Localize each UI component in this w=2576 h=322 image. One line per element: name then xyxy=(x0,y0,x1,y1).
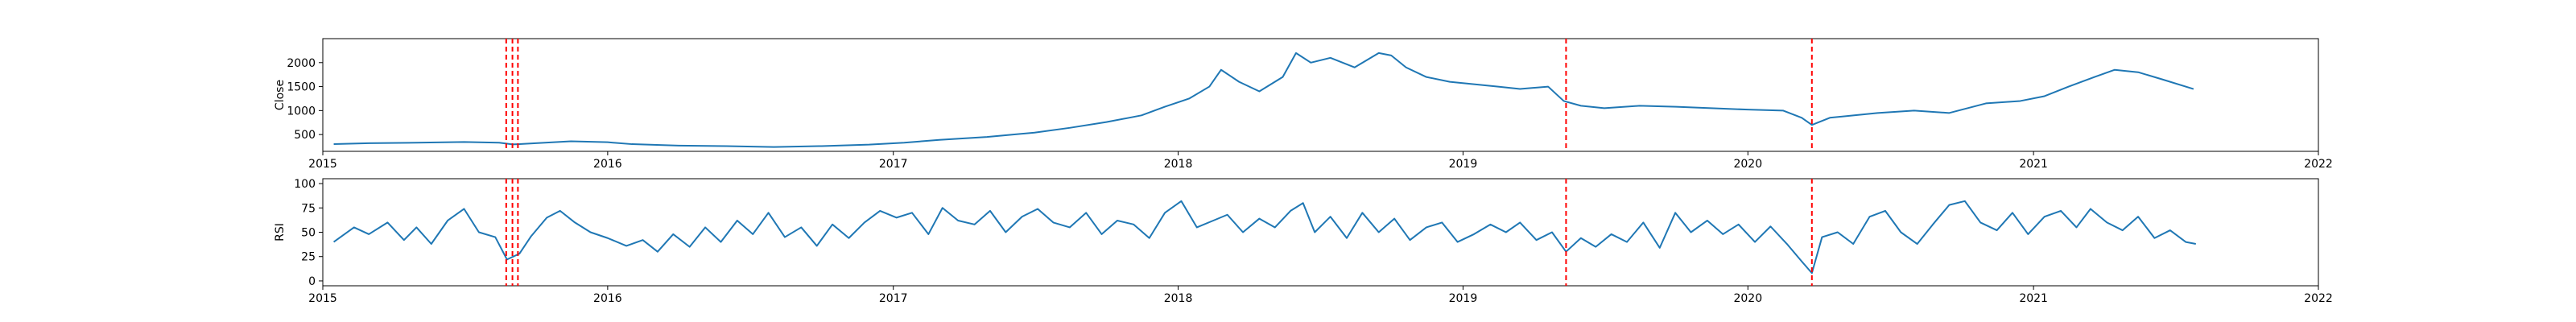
close-x-tick-label-2016: 2016 xyxy=(593,158,622,171)
rsi-x-tick-label-2019: 2019 xyxy=(1449,292,1478,305)
rsi-x-tick-label-2016: 2016 xyxy=(593,292,622,305)
close-x-tick-label-2022: 2022 xyxy=(2304,158,2333,171)
close-price-panel: 2015 2016 2017 2018 2019 2020 2021 2022 500 1000 1… xyxy=(274,38,2333,171)
close-y-tick-label-2000: 2000 xyxy=(287,57,316,70)
close-x-tick-label-2021: 2021 xyxy=(2019,158,2048,171)
rsi-y-tick-label-0: 0 xyxy=(308,275,316,288)
rsi-x-tick-label-2015: 2015 xyxy=(308,292,337,305)
rsi-x-tick-label-2022: 2022 xyxy=(2304,292,2333,305)
close-y-tick-label-1000: 1000 xyxy=(287,105,316,118)
close-x-tick-label-2019: 2019 xyxy=(1449,158,1478,171)
close-x-tick-label-2017: 2017 xyxy=(879,158,908,171)
close-series-line-0 xyxy=(333,52,2194,148)
rsi-series-line-0 xyxy=(332,200,2196,275)
rsi-panel: 2015 2016 2017 2018 2019 2020 2021 2022 0 25 50 75 1… xyxy=(274,178,2333,305)
close-axes-frame xyxy=(322,38,2319,152)
rsi-y-tick-label-75: 75 xyxy=(301,202,316,215)
rsi-y-tick-label-100: 100 xyxy=(294,178,316,191)
close-x-tick-label-2018: 2018 xyxy=(1164,158,1193,171)
rsi-x-tick-label-2018: 2018 xyxy=(1164,292,1193,305)
rsi-y-tick-label-50: 50 xyxy=(301,227,316,240)
close-x-tick-label-2020: 2020 xyxy=(1733,158,1762,171)
rsi-x-tick-label-2021: 2021 xyxy=(2019,292,2048,305)
close-y-tick-label-1500: 1500 xyxy=(287,81,316,94)
rsi-x-tick-label-2020: 2020 xyxy=(1733,292,1762,305)
close-y-tick-label-500: 500 xyxy=(294,129,316,142)
rsi-y-tick-label-25: 25 xyxy=(301,251,316,264)
close-y-axis-label: Close xyxy=(274,80,287,110)
rsi-x-tick-label-2017: 2017 xyxy=(879,292,908,305)
close-x-tick-label-2015: 2015 xyxy=(308,158,337,171)
rsi-y-axis-label: RSI xyxy=(274,223,287,242)
